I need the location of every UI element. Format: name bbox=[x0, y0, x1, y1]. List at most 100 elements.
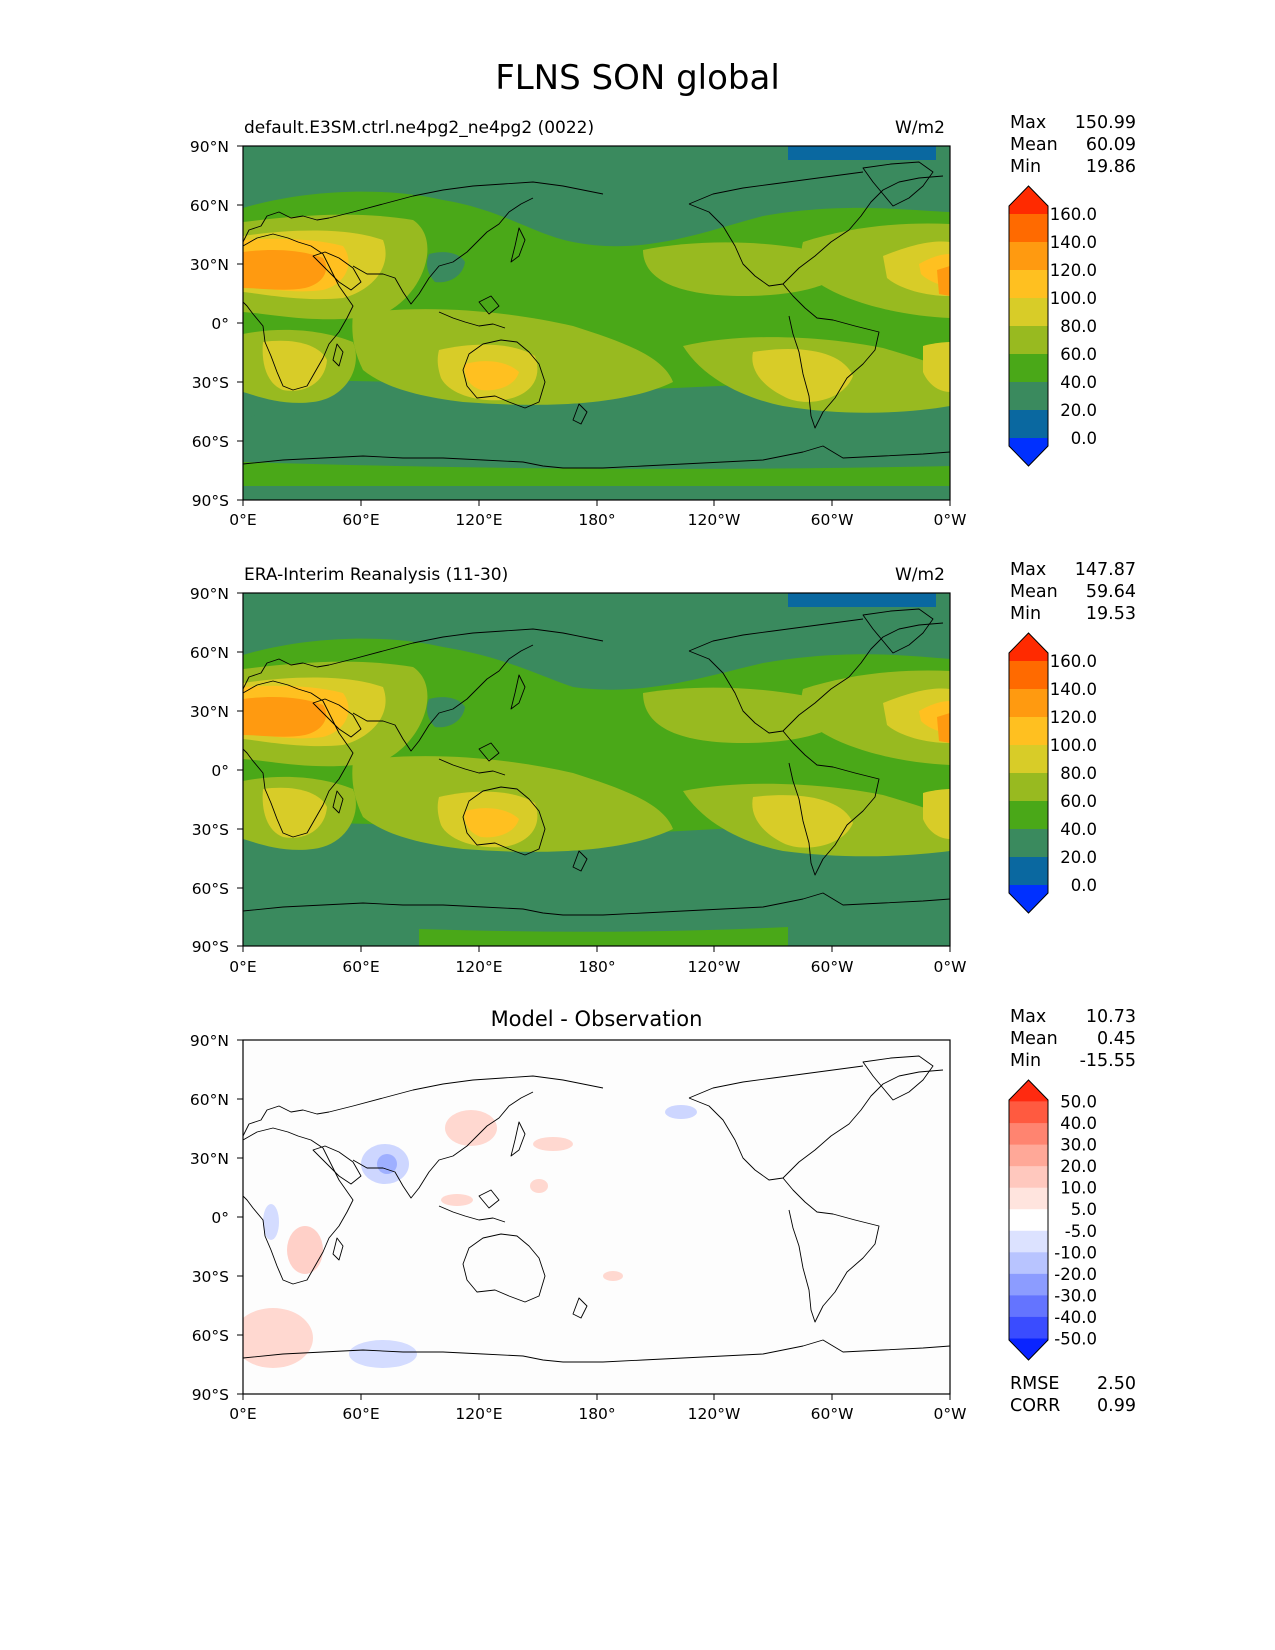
diff-mean-label: Mean bbox=[1010, 1029, 1058, 1049]
colorbar-tick-label: 160.0 bbox=[1050, 652, 1097, 671]
obs-lon-axis: 0°E 60°E 120°E 180° 120°W 60°W 0°W bbox=[229, 958, 966, 976]
diff-max-value: 10.73 bbox=[1085, 1007, 1136, 1027]
lat-tick-60n: 60°N bbox=[190, 1091, 229, 1109]
lat-tick-60s: 60°S bbox=[192, 880, 229, 898]
obs-units: W/m2 bbox=[895, 565, 945, 585]
lon-tick-60w: 60°W bbox=[811, 511, 854, 529]
diff-lon-axis: 0°E 60°E 120°E 180° 120°W 60°W 0°W bbox=[229, 1405, 966, 1423]
colorbar-tick-label: 40.0 bbox=[1060, 1114, 1097, 1133]
colorbar-tick-label: 30.0 bbox=[1060, 1136, 1097, 1155]
model-colorbar: 160.0 140.0 120.0 100.0 80.0 60.0 40.0 20.0 0.0 bbox=[1008, 185, 1097, 467]
colorbar-tick-label: 80.0 bbox=[1060, 764, 1097, 783]
obs-max-label: Max bbox=[1010, 560, 1047, 580]
model-contour-field bbox=[243, 146, 950, 500]
colorbar-swatch bbox=[1009, 661, 1048, 690]
colorbar-tick-label: -50.0 bbox=[1054, 1329, 1097, 1348]
obs-min-value: 19.53 bbox=[1085, 604, 1136, 624]
lat-tick-30s: 30°S bbox=[192, 1268, 229, 1286]
colorbar-swatch bbox=[1009, 717, 1048, 746]
lat-tick-90n: 90°N bbox=[190, 1032, 229, 1050]
model-min-value: 19.86 bbox=[1085, 157, 1136, 177]
colorbar-tick-label: 140.0 bbox=[1050, 233, 1097, 252]
lat-tick-30s: 30°S bbox=[192, 374, 229, 392]
colorbar-tick-label: 100.0 bbox=[1050, 289, 1097, 308]
lat-tick-60n: 60°N bbox=[190, 644, 229, 662]
lon-tick-120w: 120°W bbox=[688, 1405, 741, 1423]
obs-stats: Max 147.87 Mean 59.64 Min 19.53 bbox=[1010, 559, 1136, 625]
colorbar-tick-label: -30.0 bbox=[1054, 1286, 1097, 1305]
colorbar-swatch bbox=[1009, 885, 1048, 913]
colorbar-tick-label: -20.0 bbox=[1054, 1265, 1097, 1284]
colorbar-tick-label: -10.0 bbox=[1054, 1243, 1097, 1262]
model-ticks bbox=[237, 145, 951, 506]
colorbar-swatch bbox=[1009, 1187, 1048, 1210]
colorbar-swatch bbox=[1009, 773, 1048, 802]
diff-stats: Max 10.73 Mean 0.45 Min -15.55 bbox=[1010, 1006, 1136, 1072]
lat-tick-60n: 60°N bbox=[190, 197, 229, 215]
lat-tick-90s: 90°S bbox=[192, 1386, 229, 1404]
obs-map: 90°N 60°N 30°N 0° 30°S 60°S 90°S 0°E 60°… bbox=[190, 585, 967, 976]
lon-tick-0e: 0°E bbox=[229, 958, 256, 976]
colorbar-swatch bbox=[1009, 270, 1048, 299]
colorbar-swatch bbox=[1009, 689, 1048, 718]
colorbar-swatch bbox=[1009, 1123, 1048, 1146]
colorbar-tick-label: 10.0 bbox=[1060, 1179, 1097, 1198]
model-mean-label: Mean bbox=[1010, 135, 1058, 155]
colorbar-tick-label: 120.0 bbox=[1050, 261, 1097, 280]
corr-label: CORR bbox=[1010, 1396, 1061, 1416]
colorbar-outline bbox=[1008, 1079, 1049, 1361]
diff-panel-title: Model - Observation bbox=[490, 1007, 703, 1031]
diff-metrics: RMSE 2.50 CORR 0.99 bbox=[1010, 1373, 1136, 1417]
model-lon-axis: 0°E 60°E 120°E 180° 120°W 60°W 0°W bbox=[229, 511, 966, 529]
colorbar-tick-label: 5.0 bbox=[1071, 1200, 1097, 1219]
obs-mean-value: 59.64 bbox=[1085, 582, 1136, 602]
diff-contour-field bbox=[243, 1040, 950, 1394]
colorbar-swatch bbox=[1009, 1252, 1048, 1275]
colorbar-tick-label: 60.0 bbox=[1060, 792, 1097, 811]
lon-tick-180: 180° bbox=[578, 958, 615, 976]
lat-tick-90n: 90°N bbox=[190, 585, 229, 603]
colorbar-swatch bbox=[1009, 382, 1048, 411]
lat-tick-0: 0° bbox=[211, 315, 229, 333]
colorbar-swatch bbox=[1009, 801, 1048, 830]
colorbar-swatch bbox=[1009, 1144, 1048, 1167]
obs-contour-field bbox=[243, 593, 950, 946]
colorbar-swatch bbox=[1009, 1166, 1048, 1189]
obs-lat-axis: 90°N 60°N 30°N 0° 30°S 60°S 90°S bbox=[190, 585, 229, 956]
diff-ticks bbox=[237, 1039, 951, 1400]
model-lat-axis: 90°N 60°N 30°N 0° 30°S 60°S 90°S bbox=[190, 138, 229, 510]
obs-ticks bbox=[237, 592, 951, 952]
colorbar-swatch bbox=[1009, 745, 1048, 774]
model-min-label: Min bbox=[1010, 157, 1042, 177]
lon-tick-0w: 0°W bbox=[934, 511, 967, 529]
lon-tick-0e: 0°E bbox=[229, 1405, 256, 1423]
lat-tick-30s: 30°S bbox=[192, 821, 229, 839]
lon-tick-60e: 60°E bbox=[342, 958, 379, 976]
diff-lat-axis: 90°N 60°N 30°N 0° 30°S 60°S 90°S bbox=[190, 1032, 229, 1404]
colorbar-swatch bbox=[1009, 1209, 1048, 1232]
colorbar-swatch bbox=[1009, 633, 1048, 661]
lon-tick-60e: 60°E bbox=[342, 1405, 379, 1423]
obs-panel-title: ERA-Interim Reanalysis (11-30) bbox=[244, 565, 509, 585]
model-panel-title: default.E3SM.ctrl.ne4pg2_ne4pg2 (0022) bbox=[244, 118, 595, 138]
model-max-value: 150.99 bbox=[1074, 113, 1136, 133]
colorbar-swatch bbox=[1009, 214, 1048, 243]
lon-tick-120e: 120°E bbox=[455, 958, 502, 976]
lat-tick-90s: 90°S bbox=[192, 492, 229, 510]
diff-colorbar: 50.0 40.0 30.0 20.0 10.0 5.0 -5.0 -10.0 -20.0 -30… bbox=[1008, 1079, 1097, 1361]
lon-tick-0w: 0°W bbox=[934, 958, 967, 976]
lon-tick-0w: 0°W bbox=[934, 1405, 967, 1423]
colorbar-swatch bbox=[1009, 186, 1048, 214]
lat-tick-60s: 60°S bbox=[192, 433, 229, 451]
colorbar-tick-label: 40.0 bbox=[1060, 373, 1097, 392]
colorbar-tick-label: 0.0 bbox=[1071, 876, 1097, 895]
diff-map: 90°N 60°N 30°N 0° 30°S 60°S 90°S 0°E 60°… bbox=[190, 1032, 967, 1423]
colorbar-tick-label: -40.0 bbox=[1054, 1308, 1097, 1327]
lat-tick-90s: 90°S bbox=[192, 938, 229, 956]
colorbar-swatch bbox=[1009, 1316, 1048, 1339]
lon-tick-120w: 120°W bbox=[688, 958, 741, 976]
diff-min-label: Min bbox=[1010, 1051, 1042, 1071]
colorbar-swatch bbox=[1009, 1338, 1048, 1360]
colorbar-swatch bbox=[1009, 1273, 1048, 1296]
